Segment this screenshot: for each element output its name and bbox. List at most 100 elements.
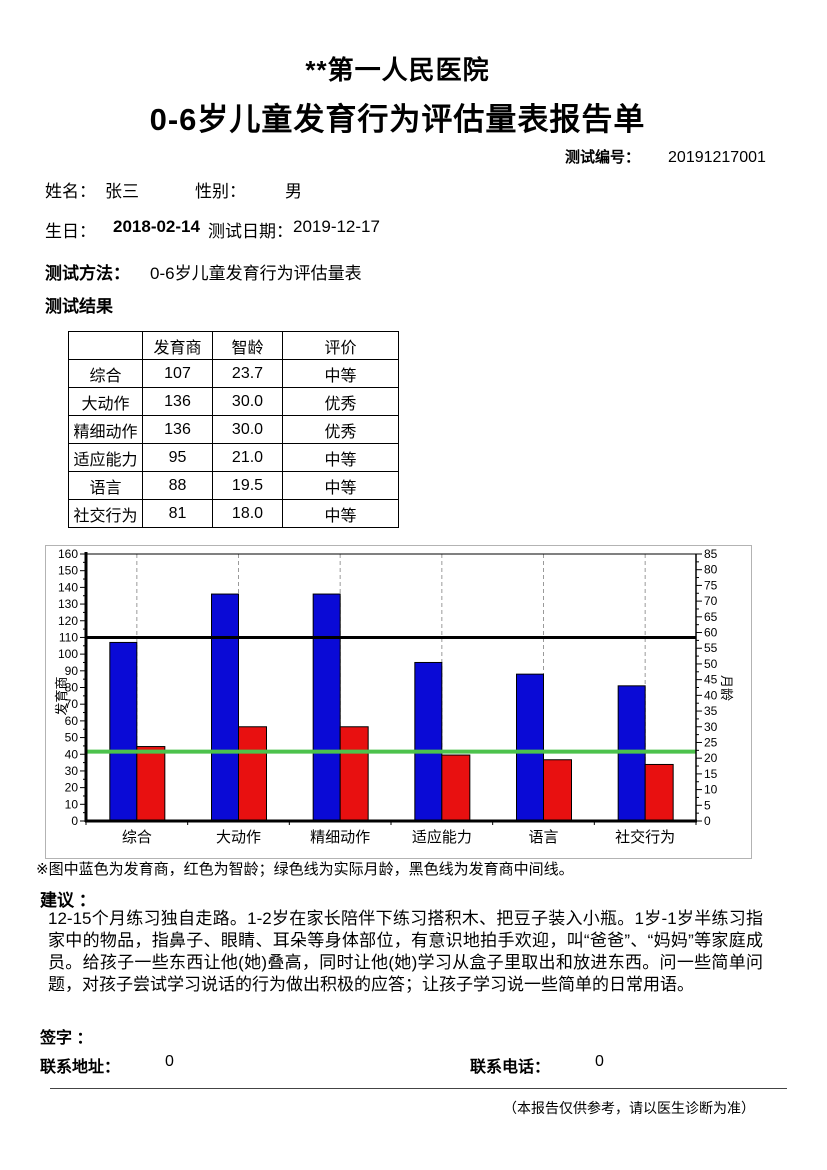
right-tick-label: 35 <box>704 704 718 718</box>
row-value: 88 <box>142 471 213 500</box>
left-tick-label: 140 <box>58 580 78 594</box>
left-tick-label: 120 <box>58 614 78 628</box>
birth-label: 生日： <box>45 222 96 241</box>
test-date-label: 测试日期： <box>208 222 293 241</box>
gender-label: 性别： <box>195 182 246 201</box>
left-tick-label: 40 <box>65 747 79 761</box>
results-header-cell-0 <box>68 331 143 360</box>
right-tick-label: 0 <box>704 814 711 828</box>
category-label-3: 适应能力 <box>412 828 472 846</box>
results-table: 发育商 智龄 评价 综合 107 23.7 中等 大动作 136 30.0 优秀 精细动作 136 30… <box>68 331 399 528</box>
test-number-row: 测试编号： 20191217001 <box>565 146 766 167</box>
left-tick-label: 30 <box>65 764 79 778</box>
results-row-4: 语言 88 19.5 中等 <box>68 471 399 500</box>
row-value: 中等 <box>282 471 399 500</box>
results-row-2: 精细动作 136 30.0 优秀 <box>68 415 399 444</box>
bar-ma-3 <box>441 754 471 822</box>
footer-divider <box>50 1088 787 1089</box>
row-label: 适应能力 <box>68 443 143 472</box>
bar-ma-1 <box>238 726 267 822</box>
birth-value: 2018-02-14 <box>113 217 200 236</box>
right-tick-label: 80 <box>704 563 718 577</box>
phone-value: 0 <box>595 1053 604 1070</box>
left-tick-label: 50 <box>65 731 79 745</box>
results-row-1: 大动作 136 30.0 优秀 <box>68 387 399 416</box>
address-label: 联系地址： <box>40 1059 121 1076</box>
left-axis-title: 发育商 <box>54 676 69 715</box>
right-tick-label: 20 <box>704 751 718 765</box>
test-date-value: 2019-12-17 <box>293 217 380 236</box>
name-label: 姓名： <box>45 182 96 201</box>
right-tick-label: 40 <box>704 688 718 702</box>
chart-panel: 0 10 20 30 40 50 60 70 80 90 100 110 120 130 140 150 160… <box>45 545 752 859</box>
right-tick-label: 85 <box>704 547 718 561</box>
chart-legend-note: ※图中蓝色为发育商，红色为智龄；绿色线为实际月龄，黑色线为发育商中间线。 <box>36 861 574 878</box>
row-value: 中等 <box>282 499 399 528</box>
name-value: 张三 <box>105 182 139 201</box>
results-heading: 测试结果 <box>45 297 113 316</box>
suggestion-heading: 建议 ： <box>40 891 96 910</box>
right-tick-label: 45 <box>704 673 718 687</box>
right-tick-label: 75 <box>704 578 718 592</box>
method-label: 测试方法： <box>45 264 130 283</box>
results-row-3: 适应能力 95 21.0 中等 <box>68 443 399 472</box>
phone-label: 联系电话： <box>470 1059 551 1076</box>
category-label-2: 精细动作 <box>310 829 370 846</box>
left-tick-label: 20 <box>65 781 79 795</box>
bar-ma-0 <box>136 746 166 822</box>
right-tick-label: 55 <box>704 641 718 655</box>
row-value: 30.0 <box>212 387 283 416</box>
row-label: 社交行为 <box>68 499 143 528</box>
method-value: 0-6岁儿童发育行为评估量表 <box>150 264 362 283</box>
signature-label: 签字 ： <box>40 1030 93 1047</box>
bar-dq-4 <box>516 673 544 822</box>
row-value: 18.0 <box>212 499 283 528</box>
row-value: 中等 <box>282 359 399 388</box>
left-tick-label: 80 <box>65 681 79 695</box>
row-label: 精细动作 <box>68 415 143 444</box>
bar-dq-1 <box>211 593 239 822</box>
test-number-value: 20191217001 <box>668 149 766 166</box>
left-tick-label: 110 <box>59 630 78 644</box>
row-label: 语言 <box>68 471 143 500</box>
left-tick-label: 150 <box>58 564 78 578</box>
row-value: 136 <box>142 415 213 444</box>
bar-dq-3 <box>414 661 443 822</box>
row-label: 综合 <box>68 359 143 388</box>
right-tick-label: 65 <box>704 610 718 624</box>
results-row-5: 社交行为 81 18.0 中等 <box>68 499 399 528</box>
hospital-title: **第一人民医院 <box>305 55 490 85</box>
results-header-row: 发育商 智龄 评价 <box>68 331 399 360</box>
row-value: 19.5 <box>212 471 283 500</box>
right-axis-title: 月龄 <box>719 675 734 701</box>
bar-ma-4 <box>543 759 572 822</box>
right-tick-label: 10 <box>704 783 718 797</box>
bar-ma-2 <box>339 726 369 822</box>
left-tick-label: 130 <box>58 597 78 611</box>
row-value: 21.0 <box>212 443 283 472</box>
disclaimer-text: （本报告仅供参考，请以医生诊断为准） <box>503 1100 755 1116</box>
left-tick-label: 10 <box>65 797 79 811</box>
results-table-body: 综合 107 23.7 中等 大动作 136 30.0 优秀 精细动作 136 30.0 优秀 适应能力… <box>68 359 399 528</box>
right-tick-label: 5 <box>704 798 711 812</box>
results-table-head: 发育商 智龄 评价 <box>68 331 399 360</box>
bar-dq-2 <box>312 593 341 822</box>
category-label-1: 大动作 <box>216 829 261 846</box>
development-chart: 0102030405060708090100110120130140150160… <box>54 547 734 846</box>
gender-value: 男 <box>285 182 302 201</box>
suggestion-text: 12-15个月练习独自走路。1-2岁在家长陪伴下练习搭积木、把豆子装入小瓶。1岁… <box>48 909 763 994</box>
row-value: 136 <box>142 387 213 416</box>
results-header-cell-2: 智龄 <box>212 331 283 360</box>
right-tick-label: 25 <box>704 735 718 749</box>
row-value: 优秀 <box>282 415 399 444</box>
results-header-cell-3: 评价 <box>282 331 399 360</box>
left-tick-label: 70 <box>65 697 79 711</box>
bar-ma-5 <box>644 763 674 822</box>
address-value: 0 <box>165 1053 174 1070</box>
left-tick-label: 0 <box>71 814 78 828</box>
results-header-cell-1: 发育商 <box>142 331 213 360</box>
row-label: 大动作 <box>68 387 143 416</box>
test-number-label: 测试编号： <box>565 149 641 166</box>
right-tick-label: 70 <box>704 594 718 608</box>
left-tick-label: 60 <box>65 714 79 728</box>
